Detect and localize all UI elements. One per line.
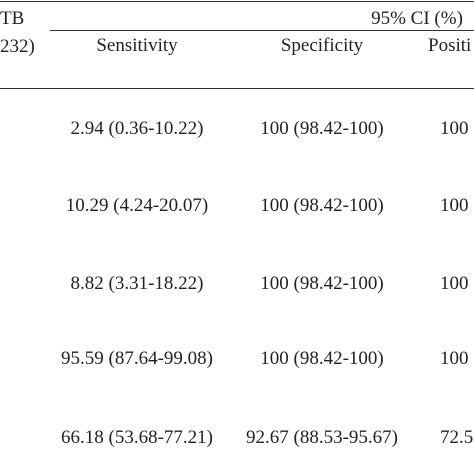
table-cell: 100 bbox=[440, 118, 469, 139]
table-cell: 66.18 (53.68-77.21) bbox=[61, 427, 213, 448]
table-cell: 2.94 (0.36-10.22) bbox=[70, 118, 204, 139]
table-cell: 100 bbox=[440, 273, 469, 294]
table-cell: 100 bbox=[440, 195, 469, 216]
table-cell: 100 (98.42-100) bbox=[260, 118, 384, 139]
table-cell: 95.59 (87.64-99.08) bbox=[61, 348, 213, 369]
column-header: Sensitivity bbox=[96, 35, 178, 56]
table-cell: 8.82 (3.31-18.22) bbox=[70, 273, 204, 294]
header-cell: 232) bbox=[0, 36, 35, 57]
table-cell: 100 (98.42-100) bbox=[260, 195, 384, 216]
table-cell: 100 (98.42-100) bbox=[260, 348, 384, 369]
header-cell: TB bbox=[0, 8, 25, 29]
column-header: Specificity bbox=[280, 35, 364, 56]
table-cell: 92.67 (88.53-95.67) bbox=[246, 427, 398, 448]
header-cell: 95% CI (%) bbox=[371, 8, 463, 29]
table-cell: 100 bbox=[440, 348, 469, 369]
header-rule bbox=[0, 88, 474, 89]
ci-rule bbox=[50, 30, 474, 31]
table-cell: 100 (98.42-100) bbox=[260, 273, 384, 294]
table-cell: 72.58 bbox=[440, 427, 474, 448]
top-rule bbox=[0, 1, 474, 2]
table-cell: 10.29 (4.24-20.07) bbox=[65, 195, 209, 216]
column-header: Positi bbox=[428, 35, 472, 56]
